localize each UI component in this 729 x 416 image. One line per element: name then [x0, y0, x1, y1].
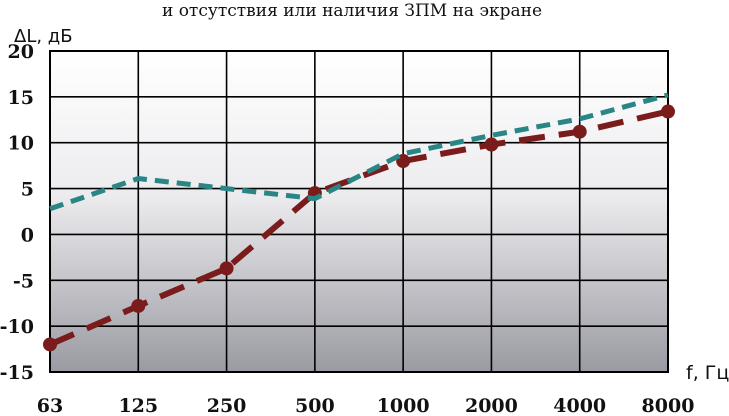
gridlines — [49, 50, 669, 373]
y-tick-label: -5 — [13, 270, 34, 292]
series-1-point — [661, 104, 675, 119]
x-tick-label: 63 — [37, 395, 63, 416]
series-2-point — [136, 176, 141, 181]
series-group — [43, 92, 675, 352]
x-tick-label: 8000 — [642, 395, 695, 416]
y-tick-label: 10 — [8, 133, 34, 155]
y-tick-label: 0 — [21, 224, 34, 246]
series-line-2 — [49, 92, 669, 212]
y-tick-label: -10 — [0, 316, 34, 338]
x-tick-label: 4000 — [553, 395, 606, 416]
y-tick-label: -15 — [0, 362, 34, 384]
series-1-point — [131, 298, 146, 313]
y-axis-label: ΔL, дБ — [14, 26, 73, 47]
series-2-point — [489, 133, 494, 138]
series-1-point — [484, 137, 499, 152]
y-tick-label: 15 — [8, 87, 34, 109]
series-1-point — [43, 337, 57, 352]
chart-title: и отсутствия или наличия ЗПМ на экране — [162, 1, 542, 21]
y-tick-label: 5 — [21, 179, 34, 201]
x-tick-label: 500 — [295, 395, 335, 416]
series-2-point — [577, 116, 582, 121]
series-1-point — [572, 124, 587, 139]
series-2-point — [224, 186, 229, 191]
series-2-point — [401, 151, 406, 156]
x-tick-label: 125 — [118, 395, 158, 416]
plot-frame — [49, 50, 669, 373]
series-2-point — [48, 206, 53, 211]
x-tick-label: 2000 — [465, 395, 518, 416]
x-tick-label: 1000 — [377, 395, 430, 416]
series-2-point — [666, 93, 671, 98]
y-axis-ticks: 20 15 10 5 0 -5 -10 -15 — [0, 41, 34, 384]
series-2-point — [312, 196, 317, 201]
y-tick-label: 20 — [8, 41, 34, 63]
x-axis-ticks: 63 125 250 500 1000 2000 4000 8000 — [37, 395, 695, 416]
plot-area — [50, 51, 668, 372]
x-tick-label: 250 — [207, 395, 247, 416]
series-line-1 — [48, 108, 669, 348]
series-1-point — [219, 261, 234, 276]
x-axis-label: f, Гц — [686, 362, 729, 384]
